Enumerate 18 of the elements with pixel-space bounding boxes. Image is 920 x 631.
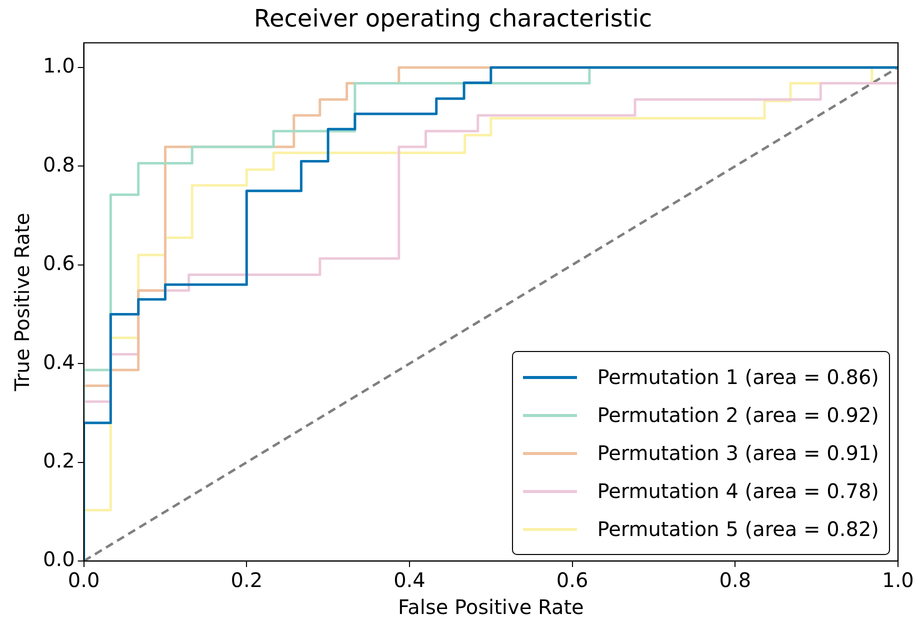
y-tick-label: 0.8 bbox=[42, 152, 75, 176]
legend-label: Permutation 4 (area = 0.78) bbox=[597, 479, 879, 503]
y-tick-label: 1.0 bbox=[42, 54, 75, 78]
legend-label: Permutation 2 (area = 0.92) bbox=[597, 403, 879, 427]
y-tick-label: 0.6 bbox=[42, 251, 75, 276]
x-tick-label: 0.8 bbox=[719, 568, 752, 592]
legend-label: Permutation 1 (area = 0.86) bbox=[597, 365, 879, 389]
y-tick-label: 0.4 bbox=[42, 350, 75, 374]
x-axis-title: False Positive Rate bbox=[398, 595, 584, 620]
x-tick-label: 0.2 bbox=[230, 568, 263, 592]
chart-title: Receiver operating characteristic bbox=[254, 4, 652, 33]
legend-label: Permutation 5 (area = 0.82) bbox=[597, 517, 879, 541]
x-tick-label: 0.6 bbox=[556, 568, 588, 592]
x-tick-label: 1.0 bbox=[882, 568, 914, 592]
legend-label: Permutation 3 (area = 0.91) bbox=[597, 441, 879, 465]
y-tick-label: 0.2 bbox=[42, 448, 75, 472]
x-tick-label: 0.4 bbox=[394, 568, 426, 592]
y-axis-title: True Positive Rate bbox=[10, 212, 34, 392]
